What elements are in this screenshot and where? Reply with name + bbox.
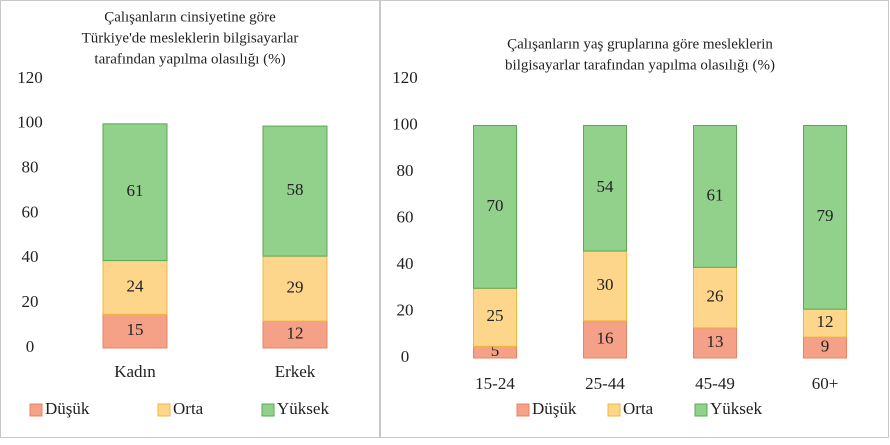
data-label: 13 xyxy=(707,332,724,351)
y-tick-label: 0 xyxy=(26,337,35,356)
chart-title: Çalışanların cinsiyetine göre xyxy=(104,9,276,25)
legend-swatch xyxy=(157,403,171,417)
y-tick-label: 20 xyxy=(397,300,414,319)
data-label: 54 xyxy=(597,177,615,196)
data-label: 29 xyxy=(287,278,304,297)
bar-segment xyxy=(583,125,627,252)
data-label: 30 xyxy=(597,275,614,294)
x-tick-label: 60+ xyxy=(812,374,839,393)
bar-segment xyxy=(583,320,627,359)
legend-swatch xyxy=(261,403,275,417)
bar-segment xyxy=(262,320,328,349)
bar-segment xyxy=(102,260,168,315)
legend-swatch xyxy=(29,403,43,417)
data-label: 12 xyxy=(817,312,834,331)
data-label: 15 xyxy=(127,320,144,339)
data-label: 61 xyxy=(707,185,724,204)
data-label: 58 xyxy=(287,180,304,199)
legend-label: Yüksek xyxy=(710,399,762,418)
data-label: 25 xyxy=(487,306,504,325)
legend-label: Düşük xyxy=(532,399,577,418)
legend-swatch xyxy=(607,403,621,417)
legend-swatch xyxy=(694,403,708,417)
data-label: 12 xyxy=(287,323,304,342)
data-label: 61 xyxy=(127,181,144,200)
bar-segment xyxy=(473,125,517,289)
x-tick-label: 45-49 xyxy=(695,374,735,393)
bar-segment xyxy=(803,308,847,338)
bar-segment xyxy=(102,313,168,349)
bar-segment xyxy=(803,125,847,310)
y-tick-label: 40 xyxy=(397,254,414,273)
bar-segment xyxy=(102,123,168,262)
y-tick-label: 20 xyxy=(22,292,39,311)
x-tick-label: Erkek xyxy=(275,362,316,381)
y-tick-label: 40 xyxy=(22,247,39,266)
bar-segment xyxy=(262,255,328,322)
x-tick-label: 15-24 xyxy=(475,374,515,393)
x-tick-label: 25-44 xyxy=(585,374,625,393)
chart-title: bilgisayarlar tarafından yapılma olasılı… xyxy=(505,57,775,73)
x-tick-label: Kadın xyxy=(114,362,156,381)
chart-title: Türkiye'de mesleklerin bilgisayarlar xyxy=(82,30,299,46)
data-label: 79 xyxy=(817,206,834,225)
y-tick-label: 60 xyxy=(22,202,39,221)
data-label: 24 xyxy=(127,276,145,295)
bar-segment xyxy=(583,250,627,322)
bar-segment xyxy=(262,125,328,257)
bar-segment xyxy=(473,287,517,347)
data-label: 16 xyxy=(597,328,614,347)
chart-title: tarafından yapılma olasılığı (%) xyxy=(94,51,285,67)
y-tick-label: 100 xyxy=(17,113,43,132)
bar-segment xyxy=(693,125,737,268)
panel-border xyxy=(0,0,380,438)
y-tick-label: 80 xyxy=(22,158,39,177)
y-tick-label: 120 xyxy=(392,68,418,87)
data-label: 26 xyxy=(707,286,724,305)
data-label: 70 xyxy=(487,196,504,215)
y-tick-label: 100 xyxy=(392,114,418,133)
legend-label: Düşük xyxy=(45,399,90,418)
y-tick-label: 0 xyxy=(401,347,410,366)
bar-segment xyxy=(693,266,737,329)
y-tick-label: 120 xyxy=(17,68,43,87)
data-label: 9 xyxy=(821,336,830,355)
legend-label: Yüksek xyxy=(277,399,329,418)
panel-border xyxy=(380,0,889,438)
data-label: 5 xyxy=(491,341,500,360)
y-tick-label: 80 xyxy=(397,161,414,180)
legend-label: Orta xyxy=(623,399,654,418)
chart-title: Çalışanların yaş gruplarına göre meslekl… xyxy=(507,36,773,52)
legend-label: Orta xyxy=(173,399,204,418)
y-tick-label: 60 xyxy=(397,207,414,226)
legend-swatch xyxy=(516,403,530,417)
